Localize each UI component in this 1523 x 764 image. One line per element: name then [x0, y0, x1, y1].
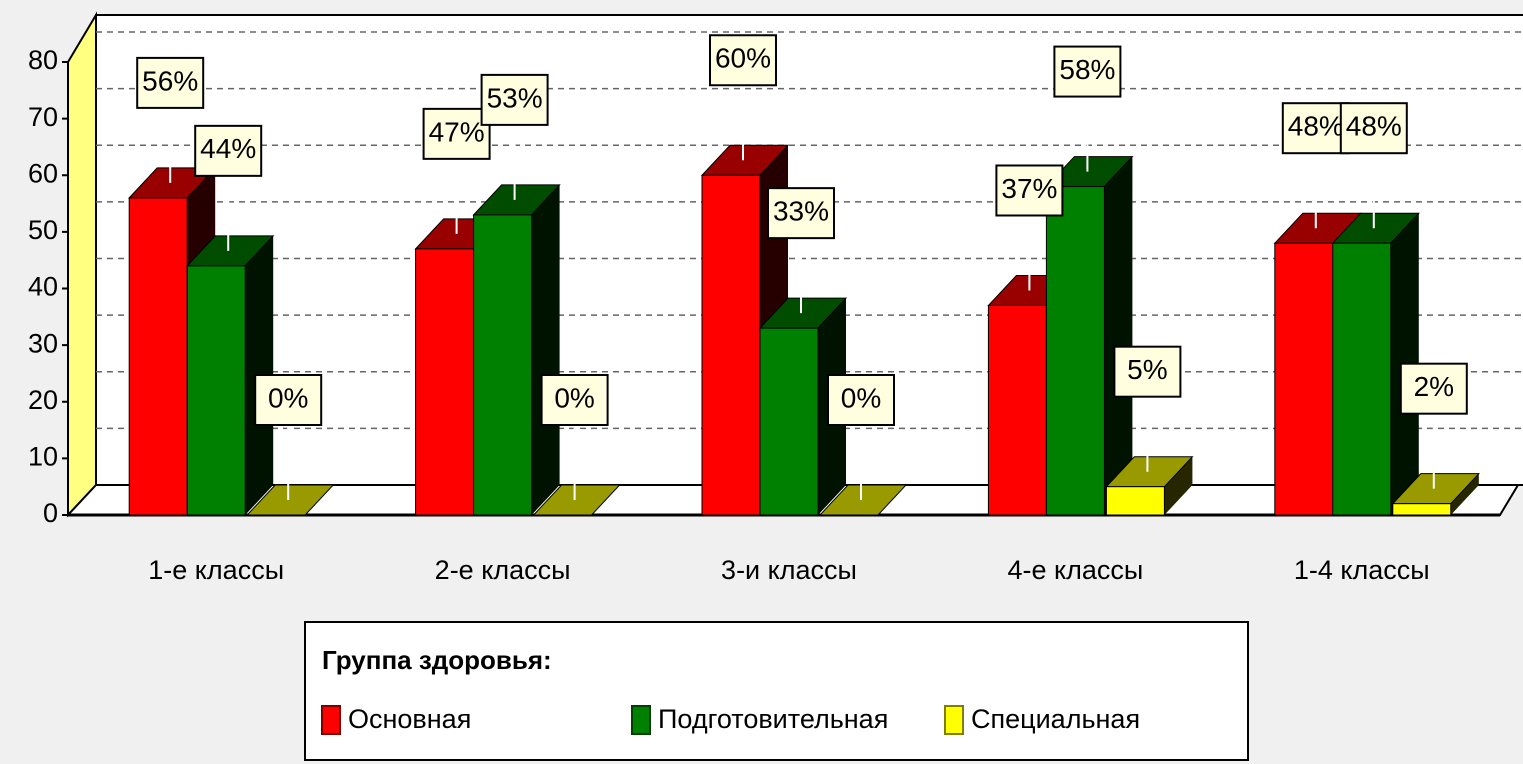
bar-front [759, 327, 819, 516]
bar-side [1164, 456, 1193, 515]
legend-swatch [631, 705, 651, 735]
label-box [1399, 362, 1468, 415]
x-tick-label: 1-4 классы [1294, 555, 1430, 585]
y-tick-label: 50 [28, 215, 58, 245]
data-label: 47% [429, 116, 485, 147]
legend-label: Основная [348, 704, 471, 734]
bar [472, 184, 561, 516]
label-box [540, 374, 609, 426]
legend-swatch [944, 705, 964, 735]
data-label: 0% [554, 382, 594, 413]
bar-top [246, 484, 335, 516]
legend-label: Специальная [971, 704, 1140, 734]
y-tick-label: 0 [43, 498, 58, 528]
label-box [1113, 345, 1182, 398]
data-label: 5% [1127, 354, 1167, 385]
y-tick-label: 70 [28, 102, 58, 132]
label-box [480, 73, 549, 126]
x-tick-label: 3-и классы [721, 555, 857, 585]
y-tick-label: 60 [28, 158, 58, 188]
y-tick-label: 10 [28, 442, 58, 472]
bar-side [531, 184, 560, 515]
data-label: 56% [142, 65, 198, 96]
bar-top [532, 484, 621, 516]
y-tick-label: 30 [28, 328, 58, 358]
data-label: 48% [1288, 111, 1344, 142]
label-box [254, 374, 323, 426]
label-box [1339, 102, 1408, 155]
label-box [194, 124, 263, 177]
bar [1105, 456, 1194, 516]
label-box [1053, 45, 1122, 98]
data-label: 58% [1059, 54, 1115, 85]
bar [532, 484, 621, 516]
data-label: 37% [1001, 173, 1057, 204]
label-box [709, 34, 777, 87]
bar-front [186, 265, 246, 516]
y-tick-label: 80 [28, 45, 58, 75]
data-label: 2% [1414, 371, 1454, 402]
x-tick-label: 4-е классы [1007, 555, 1143, 585]
bar [246, 484, 335, 516]
bar [1391, 473, 1480, 516]
y-tick-label: 40 [28, 272, 58, 302]
data-label: 33% [773, 196, 829, 227]
bar-front [701, 174, 761, 516]
bar-side [1450, 473, 1479, 515]
bar [1045, 156, 1134, 516]
data-label: 48% [1346, 111, 1402, 142]
bar-side [1104, 156, 1133, 515]
bar-front [1274, 242, 1334, 516]
label-box [767, 187, 835, 240]
bar [818, 484, 908, 516]
side-wall [67, 11, 97, 518]
bar-front [1332, 242, 1392, 516]
data-label: 0% [268, 382, 308, 413]
data-label: 53% [487, 82, 543, 113]
bar-front [987, 304, 1047, 516]
bar-front [1045, 186, 1105, 516]
data-label: 0% [841, 382, 881, 413]
label-box [136, 56, 205, 109]
legend-box [304, 621, 1249, 761]
bar-front [1105, 486, 1165, 516]
label-box [995, 164, 1064, 217]
legend-label: Подготовительная [658, 704, 888, 734]
bar-front [1392, 503, 1452, 516]
x-tick-label: 1-е классы [148, 555, 284, 585]
bar-front [415, 248, 475, 516]
legend-title: Группа здоровья: [322, 645, 552, 675]
legend-swatch [321, 705, 341, 735]
bar-front [128, 197, 188, 516]
data-label: 60% [715, 43, 771, 74]
label-box [422, 107, 491, 160]
y-tick-label: 20 [28, 385, 58, 415]
bar-top [818, 484, 908, 516]
label-box [827, 374, 895, 426]
bar-front [473, 214, 533, 516]
x-tick-label: 2-е классы [435, 555, 571, 585]
data-label: 44% [200, 133, 256, 164]
